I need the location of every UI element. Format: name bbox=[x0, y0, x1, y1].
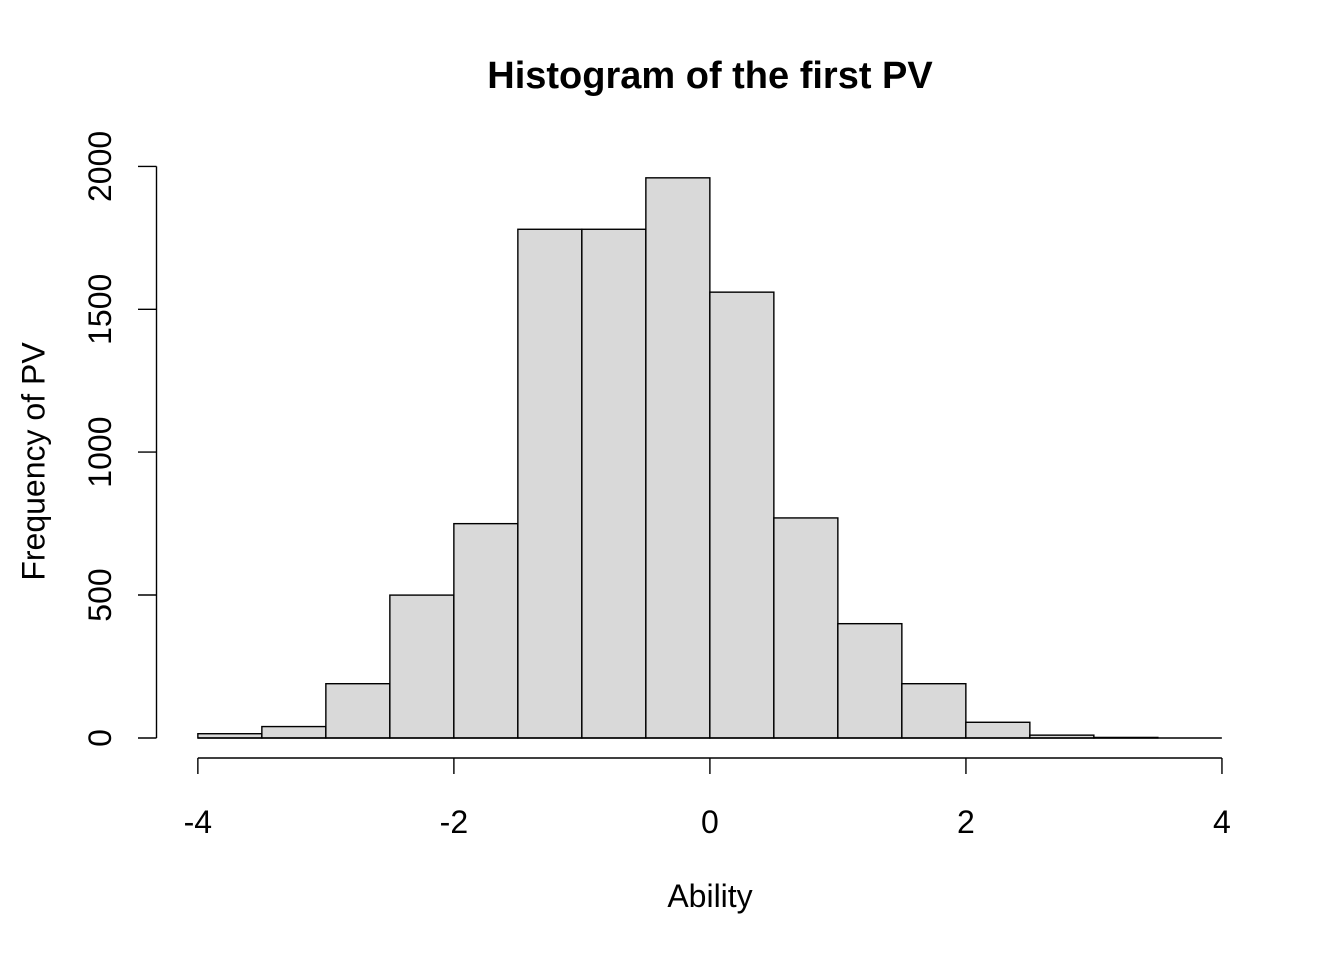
svg-text:0: 0 bbox=[82, 729, 118, 747]
svg-text:500: 500 bbox=[82, 568, 118, 621]
svg-text:1500: 1500 bbox=[82, 274, 118, 345]
svg-text:2000: 2000 bbox=[82, 131, 118, 202]
svg-text:0: 0 bbox=[701, 804, 719, 840]
svg-text:1000: 1000 bbox=[82, 417, 118, 488]
svg-text:2: 2 bbox=[957, 804, 975, 840]
svg-text:-4: -4 bbox=[184, 804, 212, 840]
svg-text:-2: -2 bbox=[440, 804, 468, 840]
svg-text:4: 4 bbox=[1213, 804, 1231, 840]
